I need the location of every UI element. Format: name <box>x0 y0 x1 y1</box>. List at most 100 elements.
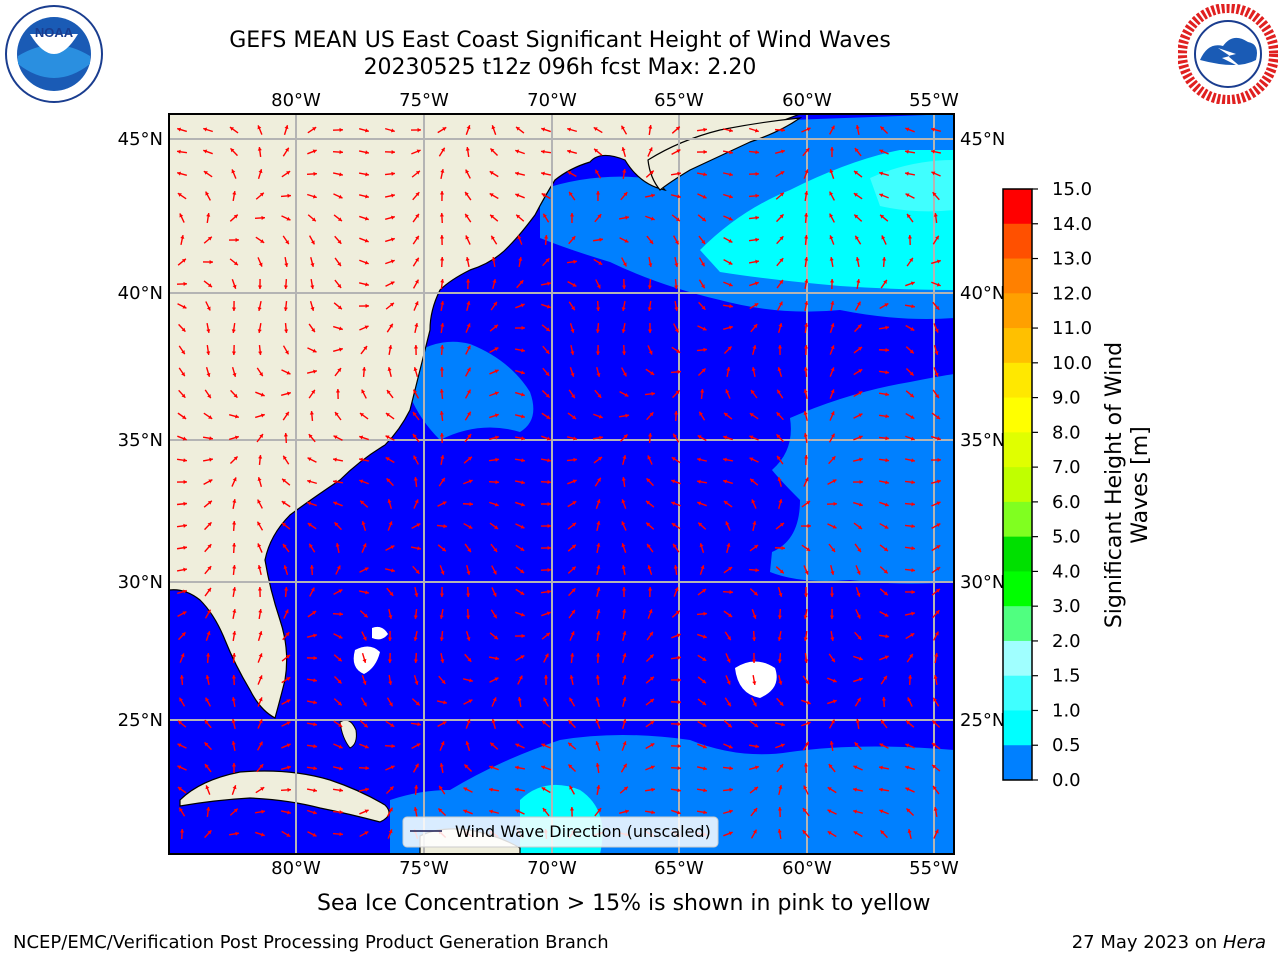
direction-arrow-head <box>440 741 445 746</box>
direction-arrow-head <box>206 653 211 657</box>
direction-arrow-head <box>181 327 186 332</box>
direction-arrow-head <box>365 766 369 771</box>
direction-arrow-head <box>364 238 369 243</box>
direction-arrow-head <box>804 659 809 663</box>
direction-arrow-head <box>725 521 730 526</box>
direction-arrow-head <box>596 284 601 289</box>
direction-arrow-head <box>677 700 681 705</box>
colorbar-segment <box>1003 501 1032 538</box>
direction-arrow-head <box>806 501 811 505</box>
direction-arrow-head <box>385 435 390 440</box>
direction-arrow-head <box>752 637 757 641</box>
lon-label-top: 65°W <box>654 90 704 111</box>
direction-arrow-head <box>596 785 601 789</box>
direction-arrow-head <box>286 216 291 221</box>
direction-arrow-head <box>547 523 551 529</box>
direction-arrow-head <box>543 697 548 702</box>
direction-arrow-head <box>884 524 889 529</box>
direction-arrow-head <box>359 457 363 462</box>
direction-arrow-head <box>465 235 470 240</box>
direction-arrow-head <box>832 699 837 704</box>
direction-arrow-head <box>597 214 602 219</box>
direction-arrow-head <box>232 587 237 591</box>
direction-arrow-head <box>595 351 601 355</box>
direction-arrow-head <box>881 697 886 701</box>
colorbar-segment <box>1003 467 1032 503</box>
direction-arrow-head <box>232 521 237 525</box>
colorbar-tick-label: 0.0 <box>1052 770 1081 791</box>
legend-label: Wind Wave Direction (unscaled) <box>455 822 711 841</box>
direction-arrow-head <box>830 433 835 438</box>
direction-arrow-head <box>703 788 707 793</box>
direction-arrow-head <box>182 611 187 616</box>
direction-arrow-head <box>493 301 497 306</box>
direction-arrow-head <box>933 675 938 679</box>
direction-arrow-head <box>597 808 602 813</box>
direction-arrow-head <box>183 281 187 286</box>
direction-arrow-head <box>781 128 785 133</box>
direction-arrow-head <box>442 127 447 131</box>
direction-arrow-head <box>285 632 290 637</box>
direction-arrow-head <box>413 367 418 372</box>
direction-arrow-head <box>463 809 468 814</box>
direction-arrow-head <box>879 787 883 792</box>
direction-arrow-head <box>567 127 572 132</box>
direction-arrow-head <box>439 785 443 790</box>
direction-arrow-head <box>596 307 601 311</box>
direction-arrow-head <box>541 171 545 176</box>
direction-arrow-head <box>439 411 444 415</box>
direction-arrow-head <box>777 345 783 349</box>
direction-arrow-head <box>623 434 628 439</box>
direction-arrow-head <box>258 169 263 174</box>
direction-arrow-head <box>802 830 807 835</box>
direction-arrow-head <box>390 128 395 133</box>
direction-arrow-head <box>415 257 419 262</box>
direction-arrow-head <box>911 480 915 485</box>
direction-arrow-head <box>779 569 784 574</box>
direction-arrow-head <box>623 763 627 768</box>
direction-arrow-head <box>466 367 471 372</box>
direction-arrow-head <box>700 262 705 267</box>
direction-arrow-head <box>855 719 860 723</box>
direction-arrow-head <box>805 741 809 746</box>
direction-arrow-head <box>573 436 577 441</box>
direction-arrow-head <box>910 281 915 286</box>
direction-arrow-head <box>830 570 835 575</box>
direction-arrow-head <box>829 257 834 261</box>
direction-arrow-head <box>854 742 859 747</box>
direction-arrow-head <box>440 279 445 283</box>
direction-arrow-head <box>621 521 626 526</box>
direction-arrow-head <box>778 681 783 685</box>
direction-arrow-head <box>258 675 263 680</box>
direction-arrow-head <box>778 323 783 328</box>
direction-arrow-head <box>541 743 546 748</box>
direction-arrow-head <box>700 389 705 393</box>
direction-arrow-head <box>365 150 369 155</box>
direction-arrow-head <box>905 787 910 792</box>
direction-arrow-head <box>651 193 655 198</box>
direction-arrow-head <box>623 192 628 197</box>
direction-arrow-head <box>622 372 627 377</box>
direction-arrow-head <box>465 213 469 218</box>
direction-arrow-head <box>489 809 493 814</box>
direction-arrow-head <box>675 126 680 131</box>
direction-arrow-head <box>207 587 211 592</box>
direction-arrow-head <box>465 191 469 196</box>
direction-arrow-head <box>363 613 368 618</box>
direction-arrow-head <box>233 456 238 461</box>
lat-label-left: 45°N <box>118 129 163 150</box>
colorbar-segment <box>1003 432 1032 468</box>
direction-arrow-head <box>413 455 418 460</box>
direction-arrow-head <box>286 765 291 770</box>
direction-arrow-head <box>307 479 312 484</box>
colorbar-tick-label: 11.0 <box>1052 318 1092 339</box>
direction-arrow-head <box>464 764 469 769</box>
direction-arrow-head <box>257 285 263 289</box>
direction-arrow-head <box>206 807 211 811</box>
direction-arrow-head <box>830 323 835 328</box>
direction-arrow-head <box>518 257 523 261</box>
direction-arrow-head <box>570 351 575 355</box>
direction-arrow-head <box>415 701 420 706</box>
direction-arrow-head <box>285 654 290 659</box>
direction-arrow-head <box>442 501 447 506</box>
